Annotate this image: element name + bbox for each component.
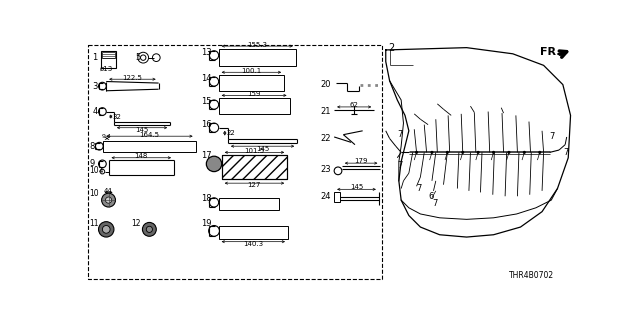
Circle shape xyxy=(492,151,495,154)
Bar xyxy=(219,226,288,239)
Text: 145: 145 xyxy=(256,146,269,151)
Text: 10: 10 xyxy=(90,189,99,198)
Bar xyxy=(219,99,289,114)
Text: 159: 159 xyxy=(248,91,260,97)
Text: 8: 8 xyxy=(90,142,95,151)
Bar xyxy=(219,75,284,91)
Bar xyxy=(219,198,279,210)
Text: 101.5: 101.5 xyxy=(244,148,264,154)
Circle shape xyxy=(523,151,526,154)
Text: 9: 9 xyxy=(90,159,95,168)
Circle shape xyxy=(431,151,433,154)
Text: 148: 148 xyxy=(134,153,148,159)
Circle shape xyxy=(143,222,156,236)
Circle shape xyxy=(141,55,146,60)
Bar xyxy=(101,51,116,68)
Text: 7: 7 xyxy=(397,161,403,170)
Text: 7: 7 xyxy=(563,148,568,157)
Text: 12: 12 xyxy=(132,219,141,228)
Text: 9.4: 9.4 xyxy=(102,134,112,140)
Bar xyxy=(103,141,196,152)
Text: FR.: FR. xyxy=(540,47,560,57)
Text: 24: 24 xyxy=(320,192,331,201)
Text: 164.5: 164.5 xyxy=(140,132,159,138)
Text: 1: 1 xyxy=(92,53,98,62)
Bar xyxy=(221,156,287,179)
Text: 7: 7 xyxy=(550,132,555,141)
Text: 21: 21 xyxy=(320,107,331,116)
Text: THR4B0702: THR4B0702 xyxy=(509,271,554,280)
Text: 19: 19 xyxy=(201,219,211,228)
Text: 11: 11 xyxy=(90,219,99,228)
Circle shape xyxy=(102,226,110,233)
Text: 5: 5 xyxy=(136,53,141,62)
Text: 10: 10 xyxy=(90,166,99,175)
Text: 20: 20 xyxy=(320,80,331,89)
Text: 7: 7 xyxy=(432,199,437,208)
Bar xyxy=(102,52,115,59)
Bar xyxy=(88,44,382,279)
Circle shape xyxy=(461,151,464,154)
Circle shape xyxy=(206,156,221,172)
Bar xyxy=(221,156,287,179)
Text: 22: 22 xyxy=(320,134,331,143)
Text: 122.5: 122.5 xyxy=(122,75,142,81)
Text: 145: 145 xyxy=(350,184,363,190)
Text: 44: 44 xyxy=(104,188,113,194)
Text: 7: 7 xyxy=(417,184,422,193)
Circle shape xyxy=(508,151,511,154)
Bar xyxy=(219,49,296,66)
Text: 32: 32 xyxy=(113,114,121,120)
Circle shape xyxy=(446,151,449,154)
Text: 15: 15 xyxy=(201,97,211,106)
Text: 3: 3 xyxy=(92,82,98,91)
Text: 179: 179 xyxy=(355,158,368,164)
Circle shape xyxy=(102,193,115,207)
Text: 100.1: 100.1 xyxy=(241,68,261,74)
Text: 2: 2 xyxy=(388,43,394,52)
Text: 23: 23 xyxy=(320,165,331,174)
Text: 4: 4 xyxy=(92,107,98,116)
Circle shape xyxy=(538,151,541,154)
Text: 17: 17 xyxy=(201,151,212,160)
Bar xyxy=(221,156,287,179)
Text: 6: 6 xyxy=(428,192,433,201)
Circle shape xyxy=(147,226,152,232)
Text: 7: 7 xyxy=(397,130,403,139)
Text: 4: 4 xyxy=(99,168,103,174)
Text: 62: 62 xyxy=(349,102,358,108)
Text: 127: 127 xyxy=(248,182,260,188)
Circle shape xyxy=(99,222,114,237)
Text: 145: 145 xyxy=(135,127,148,133)
Circle shape xyxy=(415,151,418,154)
Text: 14: 14 xyxy=(201,74,211,83)
Bar xyxy=(334,192,340,202)
Text: 140.3: 140.3 xyxy=(243,241,264,247)
Text: 13: 13 xyxy=(201,48,212,57)
Text: 22: 22 xyxy=(227,130,235,136)
Text: 18: 18 xyxy=(201,194,212,203)
Text: ø13: ø13 xyxy=(100,66,113,72)
Text: 16: 16 xyxy=(201,120,212,129)
Circle shape xyxy=(106,197,111,203)
Text: 155.3: 155.3 xyxy=(247,42,267,48)
Circle shape xyxy=(477,151,480,154)
